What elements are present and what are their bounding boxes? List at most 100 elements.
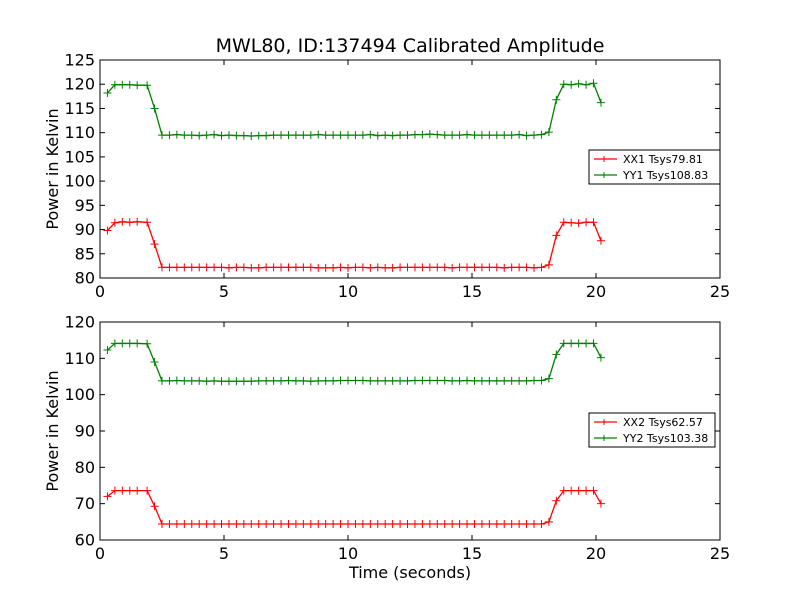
data-point-xx1 <box>552 231 561 240</box>
data-point-xx2 <box>143 486 152 495</box>
data-point-xx1 <box>522 263 531 272</box>
data-point-yy2 <box>232 377 241 386</box>
x-tick-label: 10 <box>338 544 358 563</box>
data-point-xx1 <box>180 263 189 272</box>
data-point-yy1 <box>530 131 538 140</box>
data-point-xx2 <box>291 520 300 529</box>
data-point-yy2 <box>158 376 166 385</box>
legend-marker-yy1 <box>601 172 607 178</box>
data-point-xx1 <box>410 263 419 272</box>
data-point-yy2 <box>306 377 315 386</box>
data-point-xx1 <box>239 263 248 272</box>
data-point-xx1 <box>492 263 501 272</box>
data-point-yy1 <box>224 131 233 140</box>
x-tick-label: 0 <box>95 282 105 301</box>
data-point-yy1 <box>306 131 315 140</box>
data-point-yy1 <box>463 130 472 139</box>
data-point-xx2 <box>500 520 509 529</box>
y-tick-label: 120 <box>64 75 95 94</box>
y-tick-label: 60 <box>75 531 95 550</box>
data-point-yy2 <box>455 376 464 385</box>
data-point-yy2 <box>217 377 226 386</box>
data-point-yy2 <box>567 339 576 348</box>
data-point-yy1 <box>582 80 591 89</box>
data-point-xx1 <box>224 263 233 272</box>
data-point-xx2 <box>366 520 375 529</box>
data-point-xx1 <box>403 263 412 272</box>
data-point-yy1 <box>217 131 226 140</box>
data-point-yy1 <box>537 130 546 139</box>
data-point-xx2 <box>239 520 248 529</box>
legend-box <box>588 149 721 185</box>
data-point-yy1 <box>321 131 330 140</box>
data-point-yy2 <box>210 376 219 385</box>
data-point-yy1 <box>232 131 241 140</box>
data-point-yy2 <box>537 376 546 385</box>
data-point-yy1 <box>110 80 119 89</box>
data-point-xx1 <box>284 263 293 272</box>
data-point-yy2 <box>559 339 568 348</box>
legend: XX1 Tsys79.81 YY1 Tsys108.83 <box>588 149 721 185</box>
data-point-yy1 <box>314 130 323 139</box>
data-point-xx1 <box>118 217 127 226</box>
data-point-xx1 <box>477 263 486 272</box>
legend-marker-xx1 <box>601 156 607 162</box>
data-point-yy2 <box>403 376 412 385</box>
data-point-yy1 <box>470 131 479 140</box>
data-point-yy1 <box>574 79 583 88</box>
data-point-yy1 <box>596 98 605 107</box>
data-point-yy1 <box>522 131 531 140</box>
data-point-yy1 <box>515 130 524 139</box>
data-point-xx1 <box>366 263 375 272</box>
data-point-yy1 <box>507 131 516 140</box>
y-axis-label: Power in Kelvin <box>43 370 62 491</box>
data-point-yy2 <box>522 376 531 385</box>
data-point-yy2 <box>477 376 486 385</box>
data-point-yy2 <box>500 376 509 385</box>
data-point-xx2 <box>530 520 538 529</box>
data-point-yy1 <box>158 131 166 140</box>
data-point-xx2 <box>224 520 233 529</box>
data-point-yy1 <box>440 131 449 140</box>
data-point-xx1 <box>150 240 159 249</box>
data-point-yy1 <box>284 131 293 140</box>
data-point-xx1 <box>269 263 278 272</box>
data-point-yy1 <box>388 131 397 140</box>
data-point-xx2 <box>477 520 486 529</box>
data-point-yy2 <box>515 376 524 385</box>
data-point-xx1 <box>589 218 598 227</box>
data-point-xx1 <box>262 263 271 272</box>
data-point-yy2 <box>492 376 501 385</box>
data-point-yy1 <box>351 131 360 140</box>
data-point-xx2 <box>574 486 583 495</box>
data-point-xx2 <box>373 520 382 529</box>
data-point-xx2 <box>582 486 591 495</box>
data-point-yy2 <box>530 376 538 385</box>
y-tick-label: 100 <box>64 172 95 191</box>
data-point-yy1 <box>485 131 494 140</box>
data-point-yy2 <box>463 376 472 385</box>
data-point-yy2 <box>118 339 127 348</box>
data-point-yy2 <box>418 376 427 385</box>
data-point-xx1 <box>165 263 174 272</box>
data-point-yy1 <box>559 80 568 89</box>
data-point-yy1 <box>269 131 278 140</box>
data-point-xx1 <box>507 263 516 272</box>
data-point-xx2 <box>158 520 166 529</box>
data-point-xx2 <box>425 520 434 529</box>
data-point-xx1 <box>463 263 472 272</box>
data-point-xx2 <box>463 520 472 529</box>
data-point-xx2 <box>103 492 112 501</box>
x-tick-label: 0 <box>95 544 105 563</box>
data-point-xx1 <box>418 263 427 272</box>
y-tick-label: 95 <box>75 196 95 215</box>
data-point-xx1 <box>381 263 390 272</box>
x-tick-label: 10 <box>338 282 358 301</box>
data-point-yy1 <box>277 131 286 140</box>
data-point-yy1 <box>589 79 598 88</box>
data-point-xx2 <box>180 520 189 529</box>
data-point-xx2 <box>195 520 204 529</box>
data-point-xx2 <box>410 520 419 529</box>
data-point-xx1 <box>596 236 605 245</box>
data-point-xx2 <box>118 486 127 495</box>
